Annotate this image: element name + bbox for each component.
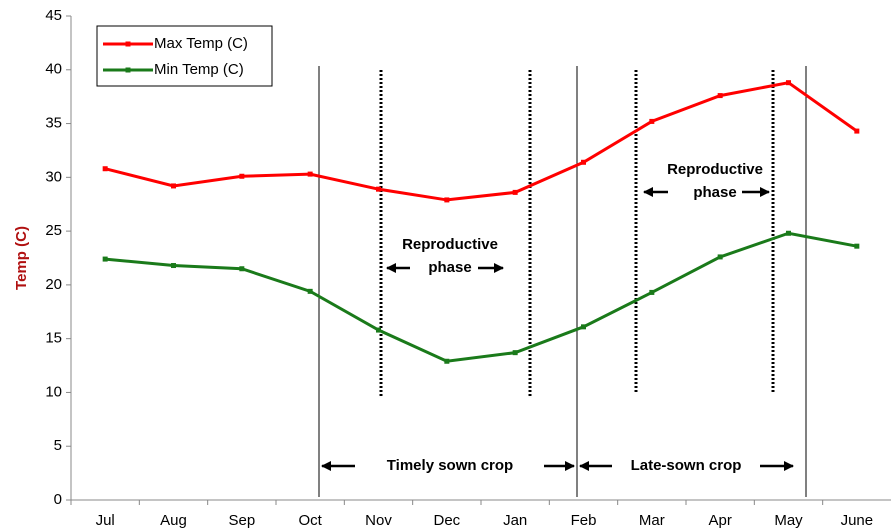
x-tick-label: Aug bbox=[160, 512, 187, 529]
point bbox=[786, 80, 791, 86]
legend-label: Max Temp (C) bbox=[154, 35, 248, 52]
series-line bbox=[105, 231, 858, 363]
point bbox=[444, 358, 450, 364]
annotation: phase bbox=[693, 184, 736, 201]
y-tick-label: 25 bbox=[45, 222, 62, 239]
y-tick-label: 45 bbox=[45, 7, 62, 24]
x-tick-label: Sep bbox=[228, 512, 255, 529]
legend-box bbox=[96, 25, 273, 87]
point bbox=[307, 171, 313, 177]
point bbox=[102, 166, 108, 172]
x-tick-label: Oct bbox=[298, 512, 322, 529]
x-tick-label: Apr bbox=[708, 512, 731, 529]
y-tick-label: 20 bbox=[45, 276, 62, 293]
point bbox=[444, 197, 450, 203]
y-tick-label: 5 bbox=[54, 437, 62, 454]
point bbox=[171, 263, 176, 269]
y-tick-label: 0 bbox=[54, 491, 62, 508]
annotation: Reproductive bbox=[402, 236, 498, 253]
legend-marker bbox=[125, 41, 131, 47]
series-line bbox=[104, 81, 858, 202]
y-tick-label: 35 bbox=[45, 115, 62, 132]
point bbox=[171, 183, 176, 189]
x-tick-label: Jul bbox=[96, 512, 115, 529]
annotation: Reproductive bbox=[667, 161, 763, 178]
point bbox=[581, 159, 586, 165]
y-tick-label: 15 bbox=[45, 330, 62, 347]
annotation: Late-sown crop bbox=[631, 457, 742, 474]
point bbox=[376, 327, 381, 333]
x-tick-label: Jan bbox=[503, 512, 527, 529]
point bbox=[717, 254, 723, 260]
point bbox=[512, 189, 518, 195]
x-tick-label: June bbox=[841, 512, 874, 529]
point bbox=[854, 243, 860, 249]
x-tick-label: Feb bbox=[571, 512, 597, 529]
phase-lines bbox=[318, 66, 807, 497]
y-tick-label: 40 bbox=[45, 61, 62, 78]
y-tick-label: 30 bbox=[45, 168, 62, 185]
point bbox=[307, 288, 313, 294]
x-tick-label: May bbox=[774, 512, 803, 529]
y-tick-label: 10 bbox=[45, 383, 62, 400]
point bbox=[786, 230, 791, 236]
legend-marker bbox=[125, 67, 131, 73]
point bbox=[649, 289, 655, 295]
legend: Max Temp (C) Min Temp (C) bbox=[96, 25, 273, 87]
point bbox=[512, 350, 518, 356]
point bbox=[649, 118, 655, 124]
point bbox=[239, 266, 245, 272]
annotation: Timely sown crop bbox=[387, 457, 513, 474]
point bbox=[102, 256, 108, 262]
x-tick-label: Dec bbox=[433, 512, 460, 529]
arrows bbox=[321, 187, 794, 471]
x-tick-label: Nov bbox=[365, 512, 392, 529]
legend-label: Min Temp (C) bbox=[154, 61, 244, 78]
point bbox=[376, 186, 381, 192]
annotation: phase bbox=[428, 259, 471, 276]
point bbox=[239, 173, 245, 179]
point bbox=[581, 324, 586, 330]
point bbox=[717, 93, 723, 99]
point bbox=[854, 128, 860, 134]
y-axis-label: Temp (C) bbox=[13, 226, 30, 290]
x-tick-label: Mar bbox=[639, 512, 665, 529]
